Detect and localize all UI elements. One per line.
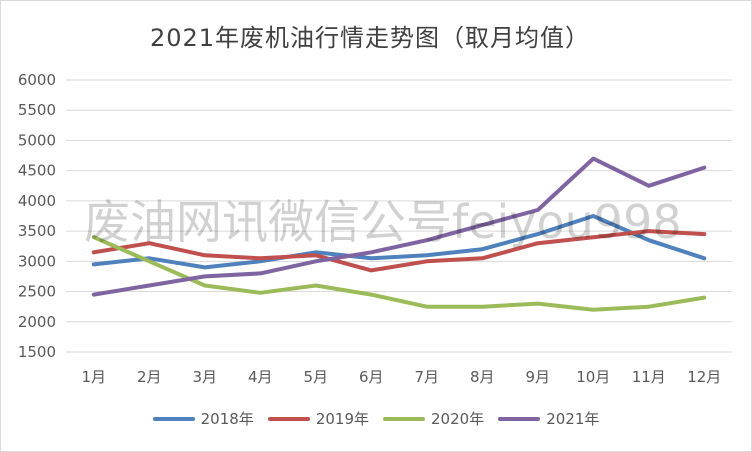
legend-swatch [152, 416, 195, 421]
x-tick-label: 9月 [525, 368, 550, 386]
y-tick-label: 6000 [18, 71, 56, 89]
chart-title: 2021年废机油行情走势图（取月均值） [149, 24, 591, 52]
x-tick-label: 6月 [359, 368, 384, 386]
legend-item: 2021年 [498, 408, 599, 429]
x-tick-label: 2月 [137, 368, 162, 386]
x-tick-label: 8月 [470, 368, 495, 386]
y-tick-label: 1500 [18, 343, 56, 361]
y-tick-label: 3500 [18, 222, 56, 240]
legend-label: 2019年 [315, 410, 369, 428]
legend-item: 2020年 [383, 408, 484, 429]
series-line-2020年 [91, 235, 707, 312]
y-tick-label: 2000 [18, 313, 56, 331]
y-tick-label: 5000 [18, 131, 56, 149]
x-tick-label: 12月 [687, 368, 721, 386]
series-line-2019年 [91, 229, 707, 273]
legend-item: 2019年 [267, 408, 369, 429]
legend-label: 2021年 [546, 410, 600, 428]
x-tick-label: 3月 [192, 368, 217, 386]
legend-item: 2018年 [152, 408, 254, 429]
legend-label: 2020年 [431, 410, 485, 428]
y-tick-label: 5500 [18, 101, 56, 119]
x-tick-label: 7月 [414, 368, 439, 386]
legend-label: 2018年 [200, 410, 254, 428]
y-tick-label: 4000 [18, 192, 56, 210]
chart-legend: 2018年 2019年 2020年 2021年 [0, 408, 752, 429]
x-tick-label: 1月 [81, 368, 106, 386]
y-tick-label: 3000 [18, 252, 56, 270]
y-tick-label: 2500 [18, 283, 56, 301]
y-tick-label: 4500 [18, 162, 56, 180]
legend-swatch [267, 416, 310, 421]
series-line-2021年 [91, 156, 707, 297]
x-tick-label: 4月 [248, 368, 273, 386]
legend-swatch [498, 416, 541, 421]
x-tick-label: 10月 [576, 368, 610, 386]
legend-swatch [383, 416, 425, 421]
watermark-text: 废油网讯微信公号feiyou998 [84, 195, 682, 249]
x-tick-label: 11月 [632, 368, 666, 386]
x-tick-label: 5月 [303, 368, 328, 386]
series-line-2018年 [91, 214, 707, 270]
